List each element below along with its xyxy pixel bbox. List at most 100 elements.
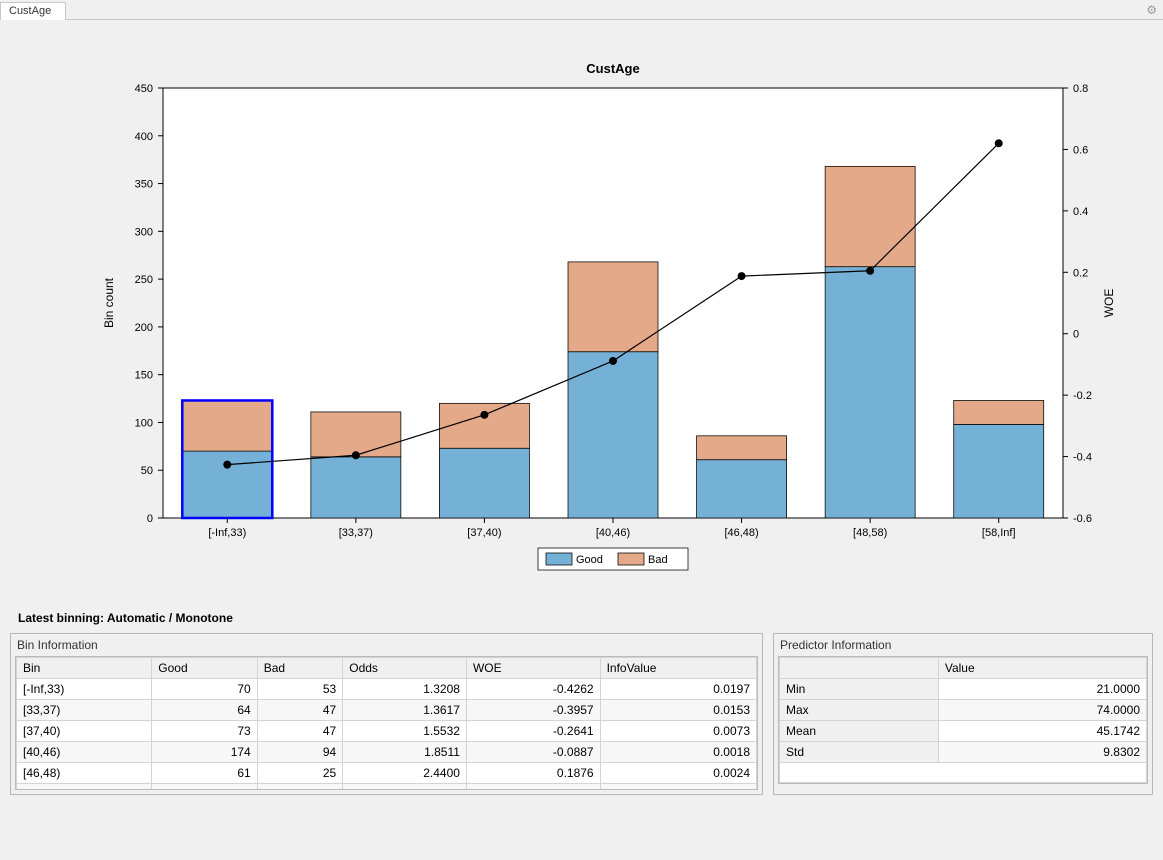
table-cell: 1.3617	[343, 700, 467, 721]
woe-marker[interactable]	[738, 272, 746, 280]
svg-text:0.6: 0.6	[1073, 144, 1088, 156]
bin-col-header[interactable]: InfoValue	[600, 658, 756, 679]
svg-text:200: 200	[135, 322, 153, 334]
svg-text:-0.6: -0.6	[1073, 513, 1092, 525]
table-cell: 53	[257, 679, 343, 700]
table-row[interactable]: [33,37)64471.3617-0.39570.0153	[17, 700, 757, 721]
bar-bad[interactable]	[439, 403, 529, 448]
bin-info-title: Bin Information	[11, 634, 762, 656]
pred-value: 74.0000	[938, 700, 1146, 721]
table-cell: 1.3208	[343, 679, 467, 700]
tab-custage[interactable]: CustAge	[0, 2, 66, 20]
table-row[interactable]: [37,40)73471.5532-0.26410.0073	[17, 721, 757, 742]
svg-text:0.8: 0.8	[1073, 83, 1088, 95]
woe-marker[interactable]	[480, 411, 488, 419]
bar-good[interactable]	[311, 457, 401, 518]
table-row[interactable]: Mean45.1742	[780, 721, 1147, 742]
woe-marker[interactable]	[352, 451, 360, 459]
bin-info-grid[interactable]: BinGoodBadOddsWOEInfoValue [-Inf,33)7053…	[15, 656, 758, 790]
table-cell: 2.5048	[343, 784, 467, 791]
svg-text:100: 100	[135, 417, 153, 429]
bar-bad[interactable]	[568, 262, 658, 352]
pred-value: 45.1742	[938, 721, 1146, 742]
table-row[interactable]: Max74.0000	[780, 700, 1147, 721]
table-row[interactable]: [40,46)174941.8511-0.08870.0018	[17, 742, 757, 763]
bar-good[interactable]	[697, 460, 787, 518]
main-content: CustAge050100150200250300350400450-0.6-0…	[0, 20, 1163, 795]
table-cell: [46,48)	[17, 763, 152, 784]
svg-text:-0.2: -0.2	[1073, 390, 1092, 402]
svg-text:400: 400	[135, 131, 153, 143]
svg-text:150: 150	[135, 370, 153, 382]
legend-swatch	[618, 553, 644, 565]
table-cell: 64	[152, 700, 257, 721]
bar-bad[interactable]	[697, 436, 787, 460]
bar-good[interactable]	[568, 352, 658, 518]
gear-icon[interactable]: ⚙	[1146, 3, 1157, 17]
pred-row-header: Std	[780, 742, 939, 763]
svg-text:CustAge: CustAge	[586, 61, 639, 76]
table-cell: 94	[257, 742, 343, 763]
pred-row-header: Min	[780, 679, 939, 700]
table-cell: 0.0135	[600, 784, 756, 791]
woe-marker[interactable]	[995, 139, 1003, 147]
table-cell: 73	[152, 721, 257, 742]
table-cell	[780, 763, 1147, 783]
pred-row-header: Mean	[780, 721, 939, 742]
bar-bad[interactable]	[954, 400, 1044, 424]
table-cell: 263	[152, 784, 257, 791]
legend-label: Bad	[648, 554, 668, 566]
tab-label: CustAge	[9, 5, 51, 17]
bin-col-header[interactable]: Bin	[17, 658, 152, 679]
pred-col-value: Value	[938, 658, 1146, 679]
binning-chart[interactable]: CustAge050100150200250300350400450-0.6-0…	[8, 28, 1155, 588]
table-row[interactable]: Std9.8302	[780, 742, 1147, 763]
x-tick-label: [40,46)	[596, 527, 630, 539]
table-cell: [37,40)	[17, 721, 152, 742]
table-cell: 105	[257, 784, 343, 791]
bar-bad[interactable]	[311, 412, 401, 457]
bar-good[interactable]	[825, 267, 915, 518]
table-cell: 25	[257, 763, 343, 784]
x-tick-label: [58,Inf]	[982, 527, 1016, 539]
chart-area: CustAge050100150200250300350400450-0.6-0…	[8, 28, 1155, 591]
table-cell: 47	[257, 700, 343, 721]
woe-marker[interactable]	[223, 461, 231, 469]
svg-text:-0.4: -0.4	[1073, 452, 1092, 464]
table-cell: 0.0024	[600, 763, 756, 784]
bar-bad[interactable]	[825, 166, 915, 266]
bin-col-header[interactable]: Odds	[343, 658, 467, 679]
table-cell: 0.0197	[600, 679, 756, 700]
table-row[interactable]: [46,48)61252.44000.18760.0024	[17, 763, 757, 784]
table-cell: 61	[152, 763, 257, 784]
table-cell: 0.1876	[466, 763, 600, 784]
table-row[interactable]: [48,58)2631052.50480.20490.0135	[17, 784, 757, 791]
bar-good[interactable]	[954, 424, 1044, 518]
bin-col-header[interactable]: Bad	[257, 658, 343, 679]
table-row[interactable]: [-Inf,33)70531.3208-0.42620.0197	[17, 679, 757, 700]
tab-bar: CustAge ⚙	[0, 0, 1163, 20]
table-cell: 2.4400	[343, 763, 467, 784]
svg-text:Bin count: Bin count	[102, 277, 116, 328]
table-cell: -0.2641	[466, 721, 600, 742]
table-cell: -0.4262	[466, 679, 600, 700]
bin-col-header[interactable]: Good	[152, 658, 257, 679]
bin-col-header[interactable]: WOE	[466, 658, 600, 679]
table-row[interactable]: Min21.0000	[780, 679, 1147, 700]
info-panels: Bin Information BinGoodBadOddsWOEInfoVal…	[10, 633, 1153, 795]
table-cell: 1.8511	[343, 742, 467, 763]
bar-good[interactable]	[439, 448, 529, 518]
table-cell: 70	[152, 679, 257, 700]
legend-label: Good	[576, 554, 603, 566]
x-tick-label: [33,37)	[339, 527, 373, 539]
legend-swatch	[546, 553, 572, 565]
predictor-info-grid[interactable]: Value Min21.0000Max74.0000Mean45.1742Std…	[778, 656, 1148, 784]
predictor-info-panel: Predictor Information Value Min21.0000Ma…	[773, 633, 1153, 795]
table-cell: -0.3957	[466, 700, 600, 721]
table-cell: 47	[257, 721, 343, 742]
svg-text:WOE: WOE	[1102, 289, 1116, 318]
bar-bad[interactable]	[182, 400, 272, 451]
woe-marker[interactable]	[866, 267, 874, 275]
woe-marker[interactable]	[609, 357, 617, 365]
table-cell: 174	[152, 742, 257, 763]
